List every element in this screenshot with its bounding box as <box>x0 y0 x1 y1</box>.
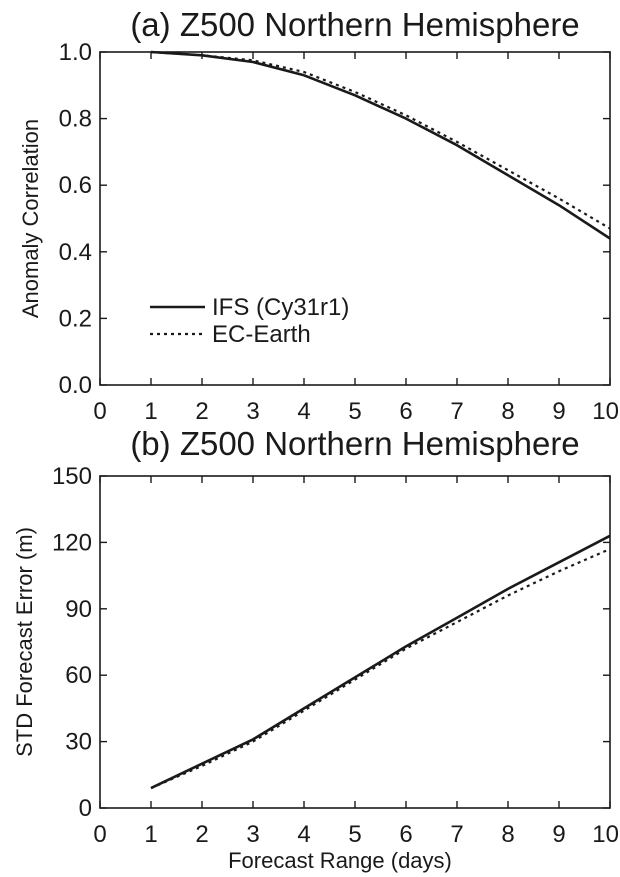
y-tick-label: 0.0 <box>59 372 92 399</box>
y-tick-label: 30 <box>65 729 92 756</box>
y-tick-label: 0.4 <box>59 239 92 266</box>
x-tick-label: 8 <box>501 398 514 425</box>
x-tick-label: 4 <box>297 821 310 848</box>
plot-frame <box>99 51 611 386</box>
x-tick-label: 5 <box>348 398 361 425</box>
legend-label: EC-Earth <box>212 321 311 348</box>
x-tick-label: 2 <box>195 398 208 425</box>
x-tick-label: 4 <box>297 398 310 425</box>
chart-title: (b) Z500 Northern Hemisphere <box>130 425 579 462</box>
x-tick-label: 5 <box>348 821 361 848</box>
y-tick-label: 60 <box>65 662 92 689</box>
x-tick-label: 1 <box>144 398 157 425</box>
y-tick-label: 0.6 <box>59 172 92 199</box>
y-tick-label: 150 <box>52 463 92 490</box>
x-tick-label: 10 <box>592 398 619 425</box>
y-tick-label: 1.0 <box>59 39 92 66</box>
x-tick-label: 6 <box>399 821 412 848</box>
ifs-series-line <box>150 50 611 240</box>
ifs-series-line <box>150 534 611 790</box>
x-tick-label: 2 <box>195 821 208 848</box>
y-axis-label: STD Forecast Error (m) <box>12 527 37 757</box>
x-tick-label: 6 <box>399 398 412 425</box>
x-tick-label: 3 <box>246 821 259 848</box>
x-tick-label: 7 <box>450 821 463 848</box>
x-tick-label: 9 <box>552 821 565 848</box>
x-tick-label: 7 <box>450 398 463 425</box>
y-tick-label: 0.8 <box>59 106 92 133</box>
x-tick-label: 0 <box>93 821 106 848</box>
chart-title: (a) Z500 Northern Hemisphere <box>130 6 579 43</box>
legend-label: IFS (Cy31r1) <box>212 294 349 321</box>
y-tick-label: 90 <box>65 596 92 623</box>
x-tick-label: 8 <box>501 821 514 848</box>
ec-earth-series-line <box>150 50 611 230</box>
plot-frame <box>99 475 611 809</box>
x-tick-label: 0 <box>93 398 106 425</box>
x-tick-label: 1 <box>144 821 157 848</box>
y-tick-label: 0 <box>79 795 92 822</box>
panel-a: (a) Z500 Northern Hemisphere 0 1 2 3 4 5 6 7 8 9 10… <box>18 6 619 425</box>
x-axis-label: Forecast Range (days) <box>228 848 452 873</box>
y-axis-label: Anomaly Correlation <box>18 119 43 318</box>
x-tick-label: 3 <box>246 398 259 425</box>
ec-earth-series-line <box>150 547 611 790</box>
panel-b: (b) Z500 Northern Hemisphere 0 1 2 3 4 5 6 7 8 9 10… <box>12 425 619 873</box>
y-tick-label: 120 <box>52 529 92 556</box>
x-tick-label: 10 <box>592 821 619 848</box>
x-tick-label: 9 <box>552 398 565 425</box>
y-tick-label: 0.2 <box>59 305 92 332</box>
